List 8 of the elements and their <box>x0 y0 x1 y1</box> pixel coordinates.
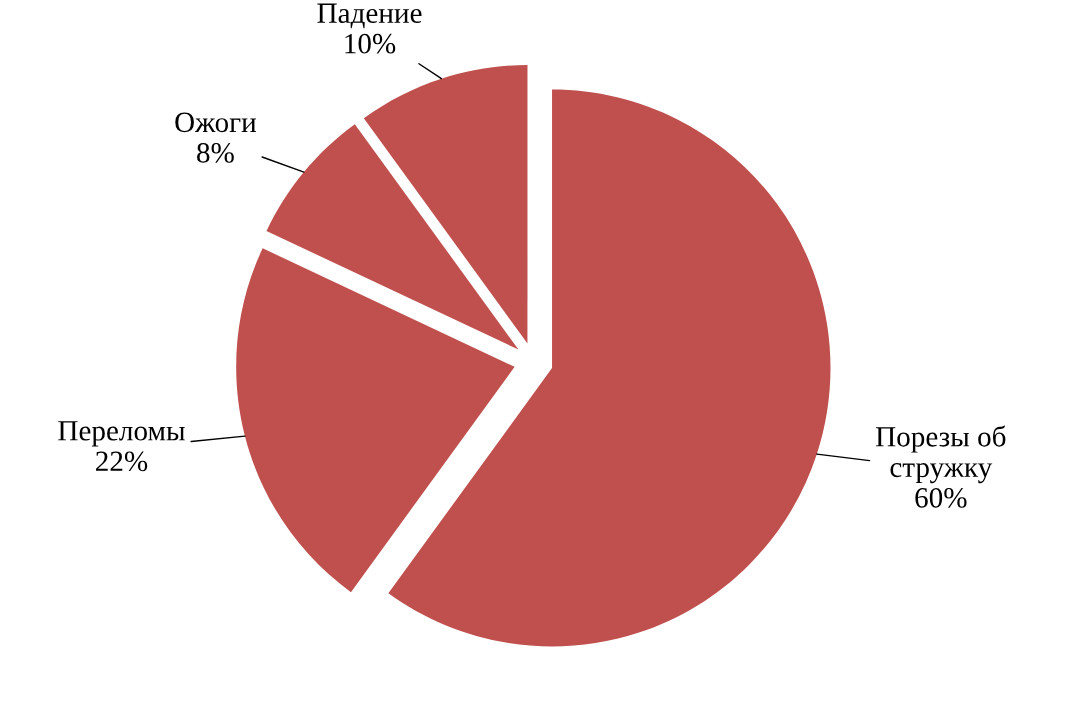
data-label: 8% <box>197 142 234 163</box>
slice-label: Переломы <box>58 421 185 447</box>
slice-label: Падение <box>317 3 422 29</box>
data-label: 10% <box>345 33 396 54</box>
data-label: 22% <box>96 451 148 472</box>
data-label: 60% <box>915 488 967 508</box>
slice-label: Порезы об стружку <box>875 425 1006 484</box>
slice-label: Ожоги <box>175 112 257 133</box>
